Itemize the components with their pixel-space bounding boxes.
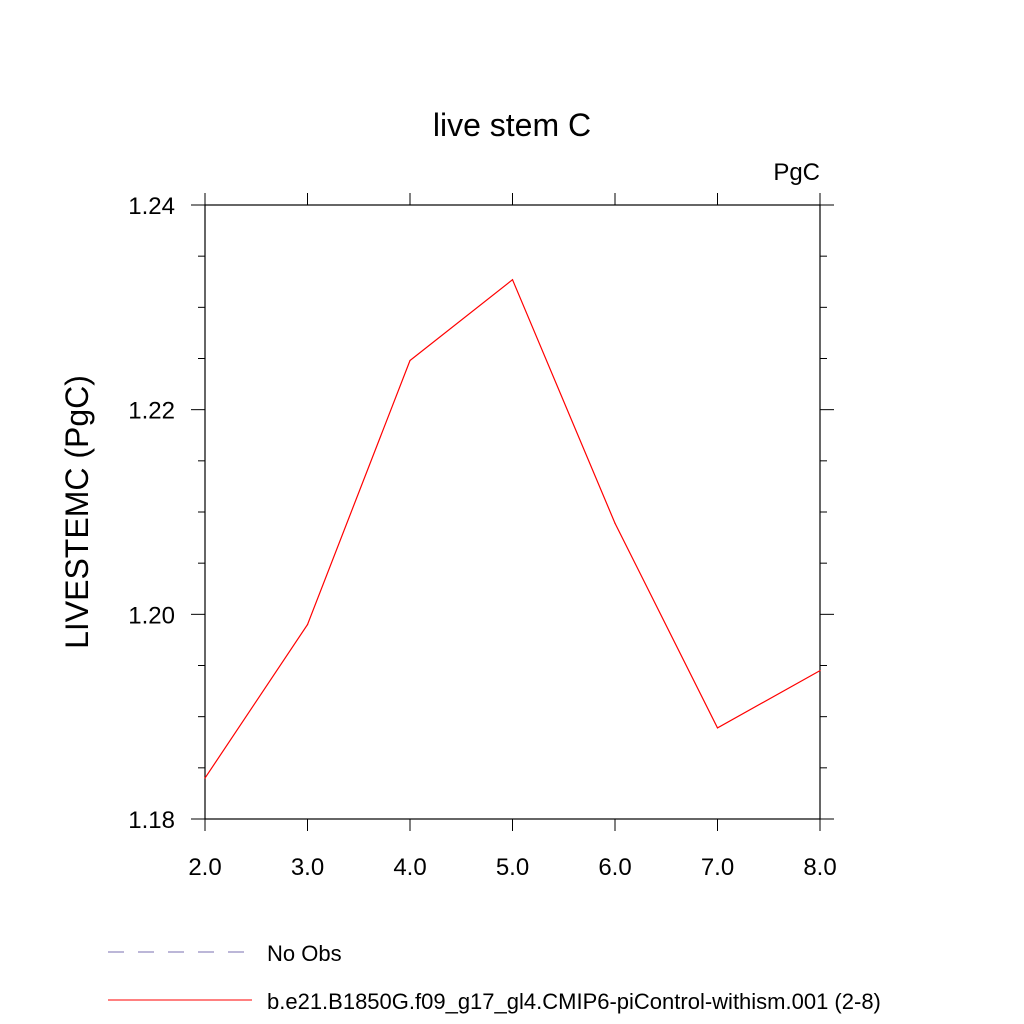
y-tick-label: 1.18 xyxy=(128,807,175,834)
plot-frame xyxy=(204,204,821,820)
data-point xyxy=(306,623,309,626)
x-tick-label: 4.0 xyxy=(393,854,426,881)
y-tick-label: 1.24 xyxy=(128,193,175,220)
x-tick-label: 2.0 xyxy=(188,854,221,881)
x-tick-label: 3.0 xyxy=(291,854,324,881)
data-point xyxy=(716,727,719,729)
data-point xyxy=(409,359,411,362)
units-label: PgC xyxy=(773,159,820,186)
data-point xyxy=(819,670,821,672)
x-tick-label: 7.0 xyxy=(701,854,734,881)
data-point xyxy=(511,279,514,281)
legend-label: b.e21.B1850G.f09_g17_gl4.CMIP6-piControl… xyxy=(267,989,881,1014)
chart-title: live stem C xyxy=(433,107,591,143)
legend: No Obs b.e21.B1850G.f09_g17_gl4.CMIP6-piC… xyxy=(108,941,881,1014)
y-tick-label: 1.20 xyxy=(128,602,175,629)
y-axis-label: LIVESTEMC (PgC) xyxy=(59,375,95,649)
x-tick-label: 8.0 xyxy=(803,854,836,881)
series-layer xyxy=(204,278,821,779)
x-tick-label: 5.0 xyxy=(496,854,529,881)
x-tick-label: 6.0 xyxy=(598,854,631,881)
data-point xyxy=(204,777,206,779)
legend-label: No Obs xyxy=(267,941,342,966)
y-tick-label: 1.22 xyxy=(128,398,175,425)
series-line xyxy=(204,278,821,779)
data-point xyxy=(614,522,616,524)
ticks-layer: 2.0 3.0 4.0 5.0 6.0 7.0 8.0 1.18 1.20 1.22 1.24 xyxy=(128,193,837,881)
